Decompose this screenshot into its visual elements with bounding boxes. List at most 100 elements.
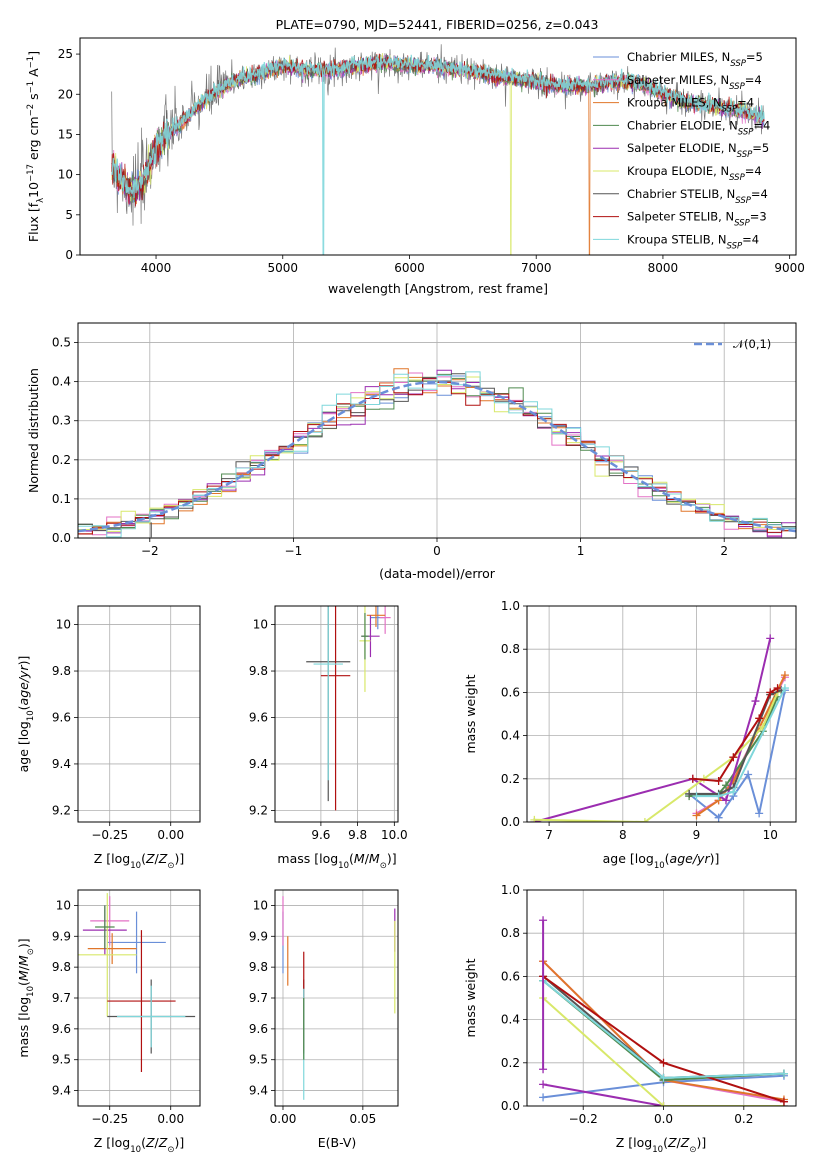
legend-label: Kroupa MILES, NSSP=4 (627, 96, 754, 115)
massweight_vs_Z-panel: −0.2 0.0 0.2 0.0 0.2 0.4 0.6 0.8 1.0 mass weight Z… (463, 883, 797, 1155)
y-tick-label: 5 (65, 208, 73, 222)
mass_vs_EBV-panel: 0.00 0.05 9.4 9.5 9.6 9.7 9.8 9.9 10 E(B-V) (249, 889, 399, 1150)
y-tick-label: 9.6 (249, 1022, 268, 1036)
marker-kroupa_stelib (714, 792, 723, 801)
legend-label: Salpeter MILES, NSSP=4 (627, 73, 762, 92)
line-chabrier_miles (688, 689, 786, 820)
y-tick-label: 0.6 (501, 685, 520, 699)
histogram-kroupa_stelib (78, 371, 796, 538)
y-axis-label: mass weight (463, 674, 478, 753)
normal-curve (78, 380, 796, 533)
y-tick-label: 9.7 (52, 991, 71, 1005)
x-tick-label: 4000 (141, 261, 172, 275)
marker-salpeter_stelib (755, 714, 764, 723)
y-tick-label: 10 (253, 898, 268, 912)
axes-frame (77, 605, 201, 823)
series-kroupa_stelib (111, 54, 765, 255)
marker-kroupa_stelib (779, 1069, 788, 1078)
x-tick-label: 7000 (521, 261, 552, 275)
legend-label: 𝒩(0,1) (733, 337, 771, 351)
x-tick-label: 9000 (774, 261, 805, 275)
marker-chabrier_miles (714, 813, 723, 822)
y-tick-label: 9.9 (52, 929, 71, 943)
y-tick-label: 0.0 (52, 531, 71, 545)
axes-frame (79, 37, 797, 256)
y-tick-label: 9.4 (249, 757, 268, 771)
legend-label: Kroupa ELODIE, NSSP=4 (627, 164, 762, 183)
legend-label: Salpeter ELODIE, NSSP=5 (627, 141, 769, 160)
line-kroupa_elodie (542, 997, 784, 1106)
y-tick-label: 10 (56, 898, 71, 912)
marker-chabrier_miles (744, 770, 753, 779)
y-tick-label: 0.2 (52, 453, 71, 467)
chart-title: PLATE=0790, MJD=52441, FIBERID=0256, z=0… (276, 17, 599, 32)
line-kroupa_elodie (534, 692, 779, 822)
axes-frame (526, 889, 797, 1107)
y-tick-label: 9.6 (249, 710, 268, 724)
age_vs_mass-panel: 9.6 9.8 10.0 9.2 9.4 9.6 9.8 10 mass [log10(M/M⊙… (249, 605, 408, 871)
legend-label: Chabrier ELODIE, NSSP=4 (627, 118, 770, 137)
x-tick-label: 0.00 (270, 1112, 297, 1126)
y-tick-label: 9.4 (52, 757, 71, 771)
x-tick-label: 10 (763, 828, 778, 842)
x-tick-label: 5000 (267, 261, 298, 275)
y-tick-label: 0.8 (501, 926, 520, 940)
marker-salpeter_stelib (659, 1058, 668, 1067)
x-tick-label: 10.0 (381, 828, 408, 842)
marker-kroupa_stelib (692, 792, 701, 801)
y-tick-label: 25 (58, 47, 73, 61)
marker-chabrier_elodie (721, 781, 730, 790)
axes-frame (77, 322, 797, 539)
marker-kroupa_stelib (780, 684, 789, 693)
y-tick-label: 9.4 (249, 1084, 268, 1098)
line-salpeter_elodie (542, 1083, 784, 1106)
x-tick-label: 0.2 (734, 1112, 753, 1126)
y-tick-label: 9.6 (52, 710, 71, 724)
line-salpeter_stelib (692, 687, 779, 783)
x-tick-label: −2 (141, 544, 159, 558)
x-tick-label: −1 (285, 544, 303, 558)
x-axis-label: Z [log10(Z/Z⊙)] (94, 851, 184, 871)
marker-salpeter_stelib (729, 753, 738, 762)
axes-frame (274, 605, 399, 823)
legend-label: Chabrier STELIB, NSSP=4 (627, 187, 768, 206)
marker-salpeter_stelib (688, 774, 697, 783)
marker-kroupa_elodie (659, 1102, 668, 1106)
y-tick-label: 9.7 (249, 991, 268, 1005)
y-tick-label: 0.4 (501, 729, 520, 743)
marker-salpeter_stelib (773, 684, 782, 693)
y-tick-label: 0.4 (501, 1013, 520, 1027)
y-axis-label: Flux [fλ10−17 erg cm−2 s−1 A−1] (26, 51, 46, 242)
marker-kroupa_stelib (659, 1073, 668, 1082)
legend-label: Chabrier MILES, NSSP=5 (627, 50, 763, 69)
legend-label: Salpeter STELIB, NSSP=3 (627, 210, 767, 229)
y-tick-label: 0.2 (501, 1056, 520, 1070)
x-tick-label: 0.00 (157, 828, 184, 842)
axes-frame (274, 889, 399, 1107)
x-tick-label: 9.6 (311, 828, 330, 842)
x-tick-label: 0.0 (654, 1112, 673, 1126)
x-tick-label: 8 (619, 828, 627, 842)
marker-salpeter_elodie (751, 697, 760, 706)
y-tick-label: 0.0 (501, 1099, 520, 1113)
mass_vs_Z-panel: −0.25 0.00 9.4 9.5 9.6 9.7 9.8 9.9 10 Z [log10(Z/… (16, 889, 201, 1155)
x-axis-label: (data-model)/error (379, 566, 496, 581)
y-tick-label: 0.8 (501, 642, 520, 656)
marker-salpeter_elodie (539, 1065, 548, 1074)
y-axis-label: mass weight (463, 958, 478, 1037)
y-tick-label: 9.8 (52, 664, 71, 678)
marker-salpeter_stelib (714, 776, 723, 785)
y-tick-label: 9.5 (249, 1053, 268, 1067)
y-tick-label: 0.6 (501, 969, 520, 983)
y-tick-label: 15 (58, 127, 73, 141)
marker-salpeter_elodie (766, 634, 775, 643)
y-tick-label: 9.4 (52, 1084, 71, 1098)
marker-kroupa_stelib (729, 787, 738, 796)
marker-kroupa_elodie (640, 818, 649, 822)
y-tick-label: 9.2 (52, 803, 71, 817)
y-tick-label: 20 (58, 87, 73, 101)
residuals-panel: −2 −1 0 1 2 0.0 0.1 0.2 0.3 0.4 0.5 (data-model)/er… (26, 322, 797, 581)
y-tick-label: 1.0 (501, 599, 520, 613)
y-axis-label: mass [log10(M/M⊙)] (16, 938, 36, 1057)
